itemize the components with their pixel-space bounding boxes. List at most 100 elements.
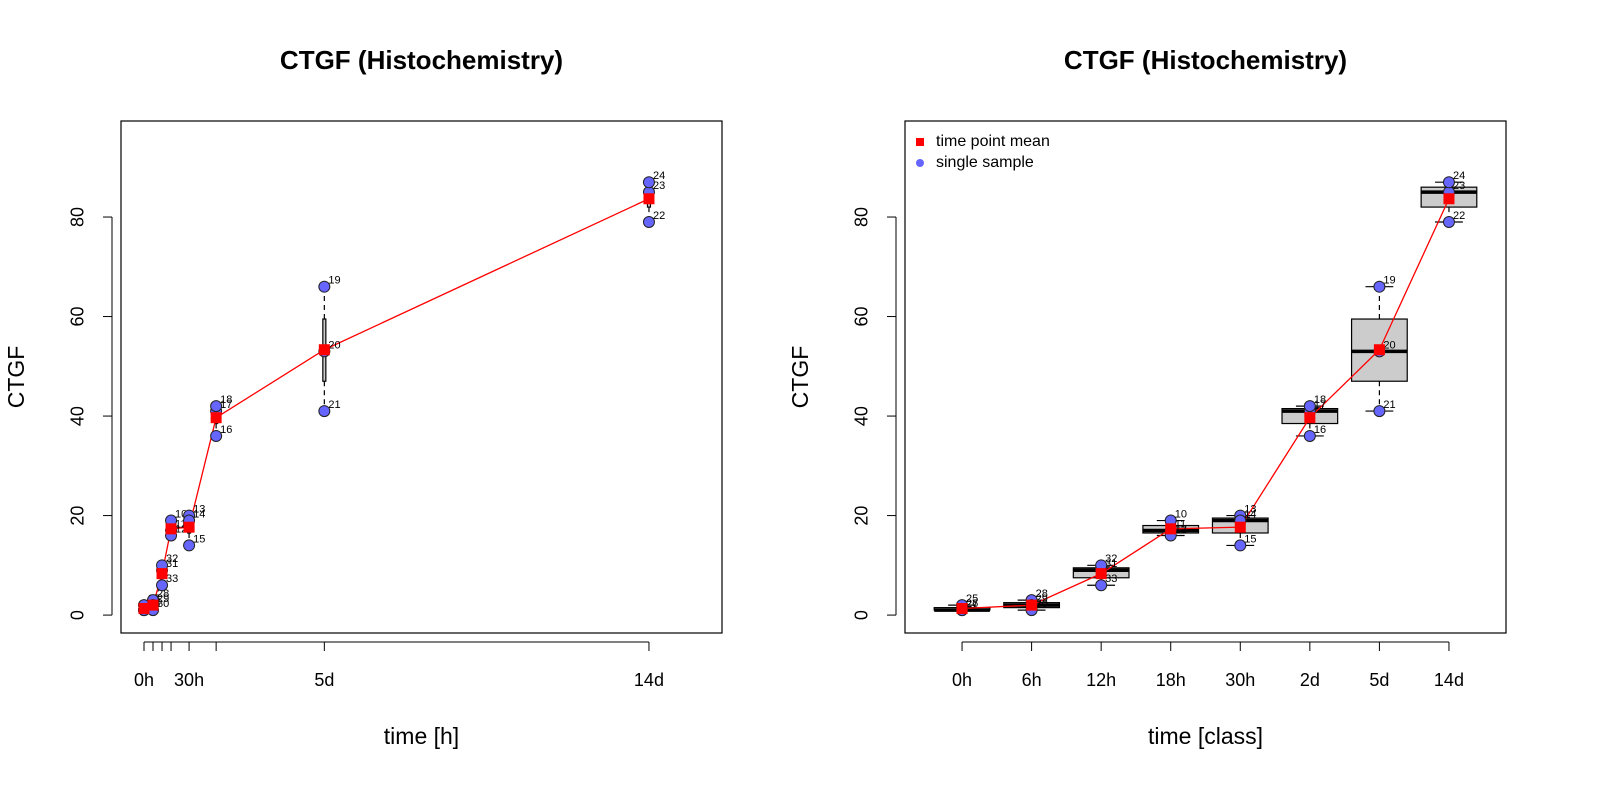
- x-tick-label: 14d: [634, 670, 664, 690]
- mean-point: [318, 344, 330, 356]
- mean-point: [210, 412, 222, 424]
- mean-point: [956, 602, 968, 614]
- point-label: 21: [328, 399, 340, 411]
- mean-point: [183, 521, 195, 533]
- sample-point: [642, 176, 655, 189]
- x-tick-label: 5d: [1369, 670, 1389, 690]
- mean-point: [643, 193, 655, 205]
- chart-title: CTGF (Histochemistry): [280, 45, 563, 75]
- x-tick-label: 0h: [952, 670, 972, 690]
- y-tick-label: 20: [852, 506, 872, 526]
- y-tick-label: 0: [852, 610, 872, 620]
- y-tick-label: 20: [68, 506, 88, 526]
- plot-frame: [120, 120, 723, 634]
- point-label: 23: [1453, 180, 1465, 192]
- sample-point: [183, 539, 196, 552]
- point-label: 12: [1175, 523, 1187, 535]
- mean-point: [1234, 521, 1246, 533]
- point-label: 17: [1314, 399, 1326, 411]
- point-label: 23: [653, 180, 665, 192]
- point-label: 16: [220, 424, 232, 436]
- y-tick-label: 60: [68, 307, 88, 327]
- x-tick-label: 30h: [174, 670, 204, 690]
- y-axis-label: CTGF: [3, 346, 29, 409]
- x-tick-label: 2d: [1300, 670, 1320, 690]
- point-label: 29: [1036, 593, 1048, 605]
- point-label: 18: [1314, 394, 1326, 406]
- sample-point: [642, 216, 655, 229]
- point-label: 31: [166, 558, 178, 570]
- sample-point: [1442, 216, 1455, 229]
- sample-point: [1234, 539, 1247, 552]
- point-label: 31: [1105, 558, 1117, 570]
- point-label: 22: [653, 210, 665, 222]
- point-label: 24: [1453, 170, 1465, 182]
- point-label: 14: [1244, 508, 1256, 520]
- mean-point: [1026, 599, 1038, 611]
- mean-line: [962, 198, 1450, 610]
- x-tick-label: 18h: [1156, 670, 1186, 690]
- sample-point: [318, 405, 331, 418]
- y-tick-label: 0: [68, 610, 88, 620]
- mean-point: [1095, 568, 1107, 580]
- y-tick-label: 60: [852, 307, 872, 327]
- mean-point: [165, 523, 177, 535]
- legend-marker: [916, 138, 924, 146]
- point-label: 15: [1244, 533, 1256, 545]
- y-tick-label: 40: [68, 406, 88, 426]
- point-label: 10: [1175, 508, 1187, 520]
- y-tick-label: 80: [68, 207, 88, 227]
- sample-point: [1303, 429, 1316, 442]
- sample-point: [1373, 405, 1386, 418]
- point-label: 32: [166, 553, 178, 565]
- point-label: 29: [157, 593, 169, 605]
- point-label: 21: [1383, 399, 1395, 411]
- point-label: 30: [1036, 598, 1048, 610]
- sample-point: [156, 579, 169, 592]
- legend-label: time point mean: [936, 133, 1050, 150]
- mean-point: [156, 568, 168, 580]
- mean-point: [1373, 344, 1385, 356]
- point-label: 28: [1036, 588, 1048, 600]
- point-label: 27: [966, 598, 978, 610]
- point-label: 15: [193, 533, 205, 545]
- sample-point: [318, 280, 331, 293]
- y-axis-label: CTGF: [787, 346, 813, 409]
- mean-point: [1165, 523, 1177, 535]
- point-label: 33: [1105, 573, 1117, 585]
- x-tick-label: 14d: [1434, 670, 1464, 690]
- point-label: 16: [1314, 424, 1326, 436]
- legend-marker: [916, 159, 924, 167]
- x-tick-label: 12h: [1086, 670, 1116, 690]
- x-tick-label: 6h: [1022, 670, 1042, 690]
- point-label: 28: [157, 588, 169, 600]
- point-label: 22: [1453, 210, 1465, 222]
- point-label: 11: [175, 518, 186, 530]
- y-tick-label: 80: [852, 207, 872, 227]
- sample-point: [1373, 280, 1386, 293]
- sample-point: [210, 400, 223, 413]
- point-label: 20: [328, 339, 340, 351]
- plot-frame: [904, 120, 1507, 634]
- point-label: 33: [166, 573, 178, 585]
- legend-label: single sample: [936, 154, 1034, 171]
- point-label: 26: [966, 598, 978, 610]
- point-label: 14: [193, 508, 205, 520]
- point-label: 13: [193, 503, 205, 515]
- sample-point: [1303, 400, 1316, 413]
- point-label: 24: [653, 170, 665, 182]
- point-label: 32: [1105, 553, 1117, 565]
- point-label: 13: [1244, 503, 1256, 515]
- point-label: 19: [1383, 275, 1395, 287]
- chart-title: CTGF (Histochemistry): [1064, 45, 1347, 75]
- point-label: 11: [1175, 518, 1186, 530]
- point-label: 30: [157, 598, 169, 610]
- point-label: 19: [328, 275, 340, 287]
- point-label: 17: [220, 399, 232, 411]
- mean-point: [138, 602, 150, 614]
- x-axis-label: time [class]: [1148, 723, 1263, 749]
- sample-point: [1095, 579, 1108, 592]
- x-tick-label: 0h: [134, 670, 154, 690]
- y-tick-label: 40: [852, 406, 872, 426]
